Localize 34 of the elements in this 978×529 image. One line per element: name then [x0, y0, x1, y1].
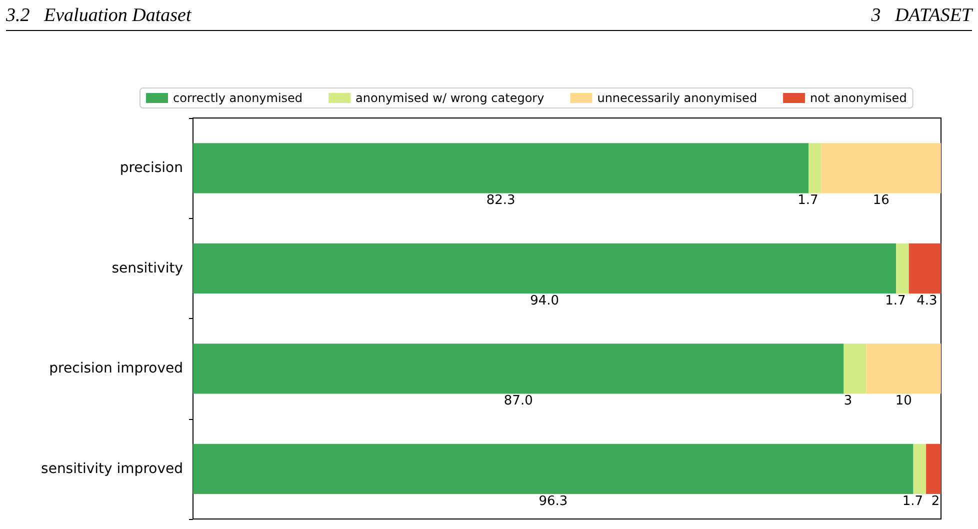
bar	[908, 243, 941, 294]
legend-label: anonymised w/ wrong category	[356, 91, 544, 105]
data-label: 2	[931, 494, 940, 509]
data-label: 10	[895, 394, 912, 409]
y-tick-label: sensitivity	[112, 260, 183, 276]
data-label: 87.0	[504, 394, 533, 409]
bar	[844, 344, 866, 394]
bar	[913, 444, 926, 494]
data-label: 96.3	[538, 494, 568, 509]
bar	[193, 243, 896, 294]
data-label: 82.3	[486, 193, 516, 208]
bar	[866, 344, 941, 394]
bar	[821, 143, 941, 194]
y-tick-label: precision improved	[49, 360, 183, 377]
legend-label: correctly anonymised	[173, 91, 303, 105]
data-label: 1.7	[798, 193, 818, 208]
text: 3.2 Evaluation Dataset	[6, 5, 192, 27]
legend-label: unnecessarily anonymised	[597, 91, 758, 105]
data-label: 4.3	[916, 293, 938, 308]
data-label: 1.7	[902, 494, 924, 509]
bar	[193, 344, 844, 394]
bar	[926, 444, 941, 494]
bar	[193, 143, 809, 194]
bar	[808, 143, 822, 194]
text: 3 DATASET	[871, 5, 972, 27]
y-tick-label: precision	[120, 160, 183, 176]
data-label: 94.0	[530, 293, 560, 308]
bar	[896, 243, 909, 294]
data-label: 1.7	[885, 293, 906, 308]
legend-label: not anonymised	[810, 91, 907, 105]
data-label: 16	[872, 193, 890, 208]
y-tick-label: sensitivity improved	[41, 460, 183, 477]
bar	[193, 444, 914, 494]
data-label: 3	[844, 394, 852, 409]
